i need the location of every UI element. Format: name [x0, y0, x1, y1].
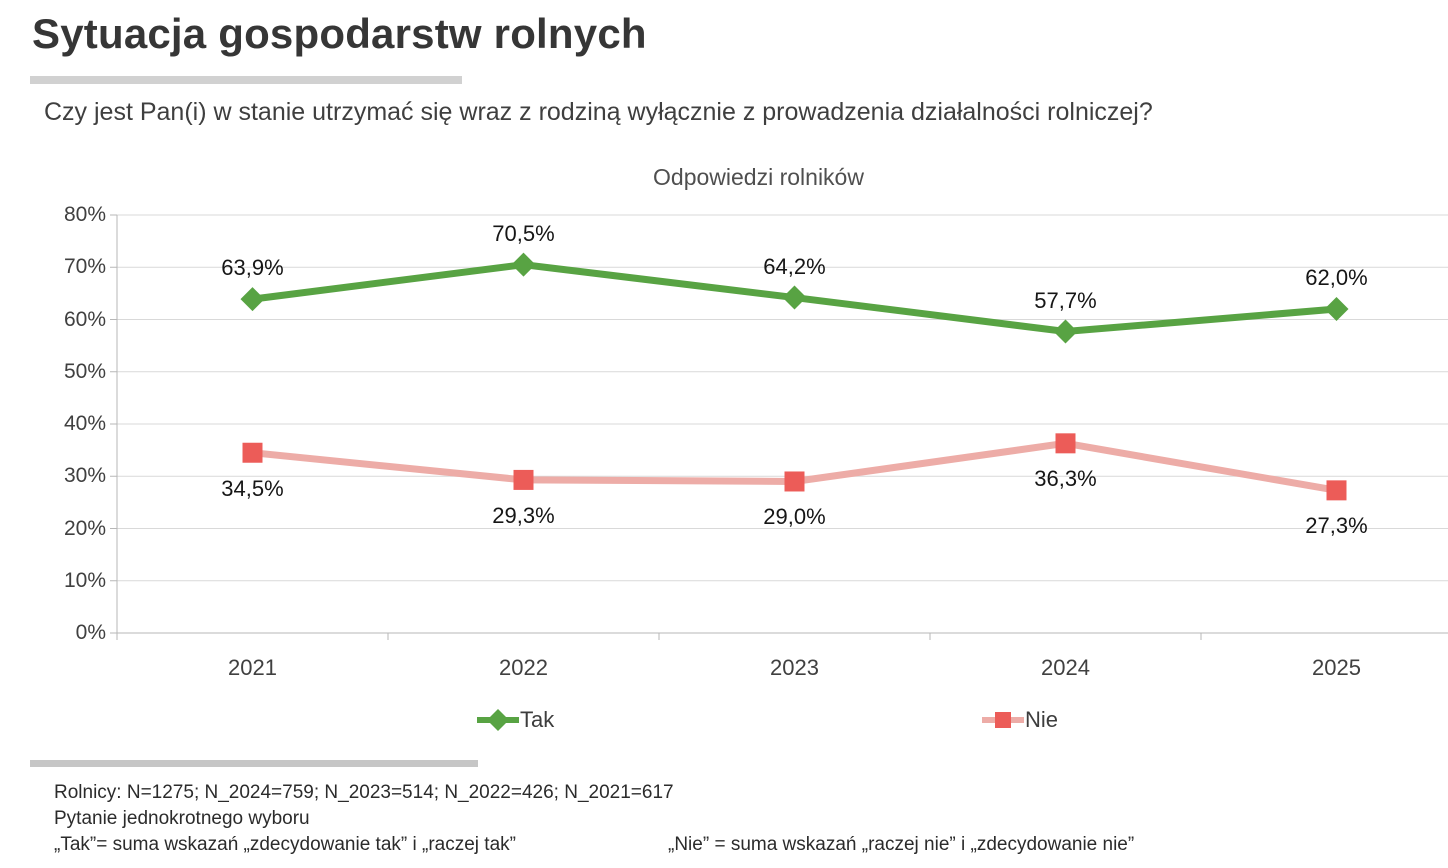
legend-item-nie: Nie	[982, 705, 1058, 735]
title-underline	[30, 76, 462, 84]
legend-item-tak: Tak	[477, 705, 554, 735]
page-title: Sytuacja gospodarstw rolnych	[32, 10, 647, 57]
marker-nie-2025	[1326, 480, 1347, 501]
footnote-tak-definition: „Tak”= suma wskazań „zdecydowanie tak” i…	[54, 834, 516, 855]
tak-series-legend-icon	[477, 709, 519, 731]
nie-series-legend-icon	[982, 712, 1024, 728]
survey-question: Czy jest Pan(i) w stanie utrzymać się wr…	[44, 98, 1153, 126]
legend-label-tak: Tak	[520, 707, 555, 732]
marker-nie-2022	[513, 469, 534, 490]
marker-tak-2022	[511, 252, 536, 277]
footnote-question-type: Pytanie jednokrotnego wyboru	[54, 808, 310, 829]
footer-divider	[30, 760, 478, 767]
marker-nie-2021	[242, 442, 263, 463]
marker-tak-2024	[1053, 319, 1078, 344]
marker-nie-2023	[784, 471, 805, 492]
footnote-definitions: „Tak”= suma wskazań „zdecydowanie tak” i…	[54, 832, 1134, 858]
marker-tak-2021	[240, 287, 265, 312]
marker-tak-2023	[782, 285, 807, 310]
footnote-sample-sizes: Rolnicy: N=1275; N_2024=759; N_2023=514;…	[54, 782, 674, 803]
chart-title: Odpowiedzi rolników	[653, 164, 864, 190]
footnotes: Rolnicy: N=1275; N_2024=759; N_2023=514;…	[54, 780, 1134, 858]
footnote-nie-definition: „Nie” = suma wskazań „raczej nie” i „zde…	[668, 834, 1135, 855]
marker-nie-2024	[1055, 433, 1076, 454]
legend-label-nie: Nie	[1025, 707, 1059, 732]
marker-tak-2025	[1324, 297, 1349, 322]
